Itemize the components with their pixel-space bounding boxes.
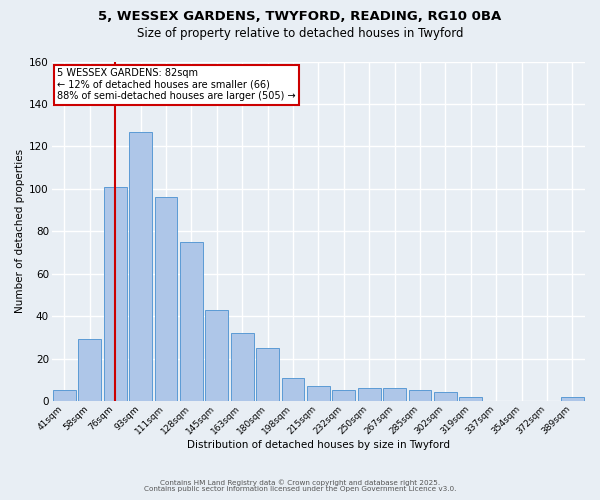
Bar [205, 310, 228, 401]
Bar [104, 186, 127, 401]
Bar [383, 388, 406, 401]
Bar [459, 396, 482, 401]
Bar [180, 242, 203, 401]
Bar [358, 388, 380, 401]
Bar [129, 132, 152, 401]
Text: 5 WESSEX GARDENS: 82sqm
← 12% of detached houses are smaller (66)
88% of semi-de: 5 WESSEX GARDENS: 82sqm ← 12% of detache… [57, 68, 296, 102]
Bar [281, 378, 304, 401]
Y-axis label: Number of detached properties: Number of detached properties [15, 149, 25, 314]
Text: Size of property relative to detached houses in Twyford: Size of property relative to detached ho… [137, 28, 463, 40]
Bar [53, 390, 76, 401]
Bar [307, 386, 330, 401]
X-axis label: Distribution of detached houses by size in Twyford: Distribution of detached houses by size … [187, 440, 450, 450]
Bar [155, 198, 178, 401]
Text: Contains HM Land Registry data © Crown copyright and database right 2025.
Contai: Contains HM Land Registry data © Crown c… [144, 479, 456, 492]
Bar [561, 396, 584, 401]
Bar [79, 340, 101, 401]
Bar [332, 390, 355, 401]
Bar [256, 348, 279, 401]
Text: 5, WESSEX GARDENS, TWYFORD, READING, RG10 0BA: 5, WESSEX GARDENS, TWYFORD, READING, RG1… [98, 10, 502, 23]
Bar [231, 333, 254, 401]
Bar [434, 392, 457, 401]
Bar [409, 390, 431, 401]
